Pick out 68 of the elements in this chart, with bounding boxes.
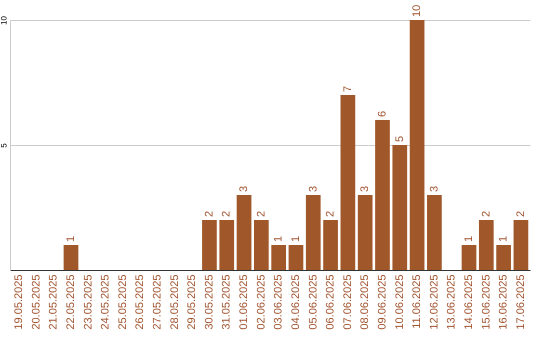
bar [306, 195, 321, 270]
bar [392, 145, 408, 270]
x-tick-label: 03.06.2025 [272, 274, 285, 330]
data-label: 2 [220, 210, 233, 217]
x-tick-label: 15.06.2025 [480, 274, 492, 330]
data-label: 1 [498, 236, 510, 242]
x-tick-label: 16.06.2025 [498, 274, 510, 330]
x-tick-label: 11.06.2025 [411, 274, 424, 329]
x-tick-label: 12.06.2025 [428, 274, 440, 330]
bar [496, 245, 511, 270]
bar [427, 195, 442, 270]
bar [64, 245, 78, 270]
data-label: 3 [307, 186, 320, 192]
x-tick-label: 30.05.2025 [203, 274, 216, 330]
bar [288, 245, 304, 270]
x-tick-label: 20.05.2025 [30, 274, 42, 330]
bar [254, 220, 269, 270]
x-tick-label: 14.06.2025 [463, 274, 475, 330]
bar [358, 195, 373, 270]
x-tick-label: 23.05.2025 [82, 274, 94, 330]
x-tick-label: 19.05.2025 [13, 274, 26, 330]
x-tick-label: 24.05.2025 [100, 274, 112, 330]
x-tick-label: 29.05.2025 [186, 274, 198, 330]
bar [323, 220, 338, 270]
bar [202, 220, 217, 270]
data-label: 7 [342, 86, 354, 92]
data-label: 2 [255, 210, 268, 217]
data-label: 2 [203, 210, 216, 217]
data-label: 3 [428, 186, 440, 192]
x-tick-label: 10.06.2025 [394, 274, 406, 330]
bar [271, 245, 286, 270]
data-label: 1 [65, 236, 77, 242]
data-label: 1 [463, 236, 475, 242]
bar [514, 220, 528, 270]
x-tick-label: 09.06.2025 [376, 274, 388, 330]
x-tick-label: 17.06.2025 [514, 274, 527, 330]
bar [410, 20, 424, 270]
bar [219, 220, 234, 270]
data-label: 3 [238, 186, 250, 192]
data-label: 1 [272, 236, 285, 242]
x-tick-label: 21.05.2025 [48, 274, 60, 330]
x-tick-label: 05.06.2025 [307, 274, 320, 330]
x-tick-label: 01.06.2025 [238, 274, 250, 330]
bar [340, 95, 356, 270]
data-label: 5 [394, 136, 406, 142]
data-label: 2 [324, 210, 337, 217]
x-tick-label: 27.05.2025 [152, 274, 164, 330]
data-label: 2 [514, 210, 527, 217]
x-tick-label: 26.05.2025 [134, 274, 146, 330]
bar [462, 245, 476, 270]
x-tick-label: 06.06.2025 [324, 274, 337, 330]
x-tick-label: 04.06.2025 [290, 274, 302, 330]
x-tick-label: 28.05.2025 [168, 274, 181, 330]
x-tick-label: 07.06.2025 [342, 274, 354, 330]
data-label: 2 [480, 210, 492, 217]
data-label: 1 [290, 236, 302, 242]
x-tick-label: 31.05.2025 [220, 274, 233, 330]
x-tick-label: 13.06.2025 [446, 274, 458, 330]
x-tick-label: 22.05.2025 [65, 274, 77, 330]
bar [478, 220, 494, 270]
data-label: 6 [376, 110, 388, 117]
bar [236, 195, 252, 270]
x-tick-label: 08.06.2025 [359, 274, 372, 330]
bar [375, 120, 390, 270]
x-tick-label: 25.05.2025 [116, 274, 129, 330]
data-label: 3 [359, 186, 372, 192]
data-label: 10 [411, 4, 424, 17]
x-tick-label: 02.06.2025 [255, 274, 268, 330]
